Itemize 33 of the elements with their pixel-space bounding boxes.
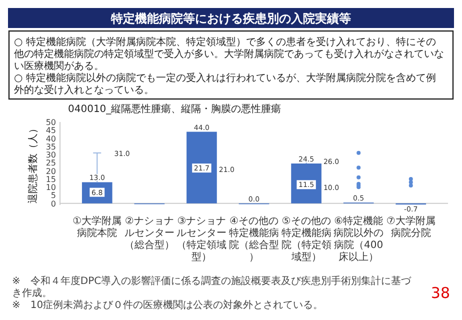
y-tick-label: 5: [50, 191, 56, 200]
y-tick-label: 20: [46, 166, 56, 176]
text: ※ 令和４年度DPC導入の影響評価に係る調査の施設概要表及び疾患別手術別集計に基づき作成。: [12, 275, 412, 299]
x-tick-label: ⑥特定機能病院以外の病院（400床以上）: [334, 215, 384, 263]
x-tick-label: ⑦大学附属病院分院: [386, 215, 436, 239]
y-tick-label: 45: [46, 126, 56, 136]
y-tick-label: 35: [46, 142, 56, 152]
x-tick-label: ②ナショナルセンター（総合型）: [124, 216, 174, 251]
bar: [186, 132, 217, 204]
text: 38: [430, 284, 450, 302]
text: ※ 10症例未満および０件の医療機関は公表の対象外とされている。: [12, 299, 324, 311]
y-tick-label: 0: [50, 199, 56, 208]
text: ○ 特定機能病院（大学附属病院本院、特定領域型）で多くの患者を受け入れており、特にその他の特定機能病院の特定領域型で受入が多い。大学附属病院であっても受け入れがなされていない医療機関がある。: [14, 36, 444, 72]
y-tick-label: 30: [46, 150, 56, 160]
point: [408, 176, 413, 181]
point: [356, 166, 361, 170]
y-tick-label: 25: [46, 158, 56, 168]
text: ○ 特定機能病院以外の病院でも一定の受入れは行われているが、大学附属病院分院を含めて例外的な受け入れとなっている。: [14, 72, 436, 96]
x-tick-label: ④その他の特定機能病院（総合型）: [229, 215, 279, 263]
x-tick-label: ③ナショナルセンター（特定領域型）: [176, 216, 227, 263]
point: [356, 150, 361, 155]
y-tick-label: 40: [46, 134, 56, 144]
point: [408, 180, 413, 184]
y-tick-label: 50: [46, 118, 56, 127]
y-axis-title: 退院患者数（人）: [27, 124, 39, 204]
chart-title: 特定機能病院等における疾患別の入院実績等: [110, 12, 351, 26]
point: [408, 183, 413, 188]
y-tick-label: 10: [46, 183, 56, 192]
y-tick-label: 15: [46, 174, 56, 184]
chart-subtitle: 040010_縦隔悪性腫瘍、縦隔・胸膜の悪性腫瘍: [68, 103, 282, 115]
x-tick-label: ⑤その他の特定機能病院（特定領域型）: [281, 215, 332, 263]
x-tick-label: ①大学附属病院本院: [72, 215, 122, 239]
point: [356, 175, 361, 180]
